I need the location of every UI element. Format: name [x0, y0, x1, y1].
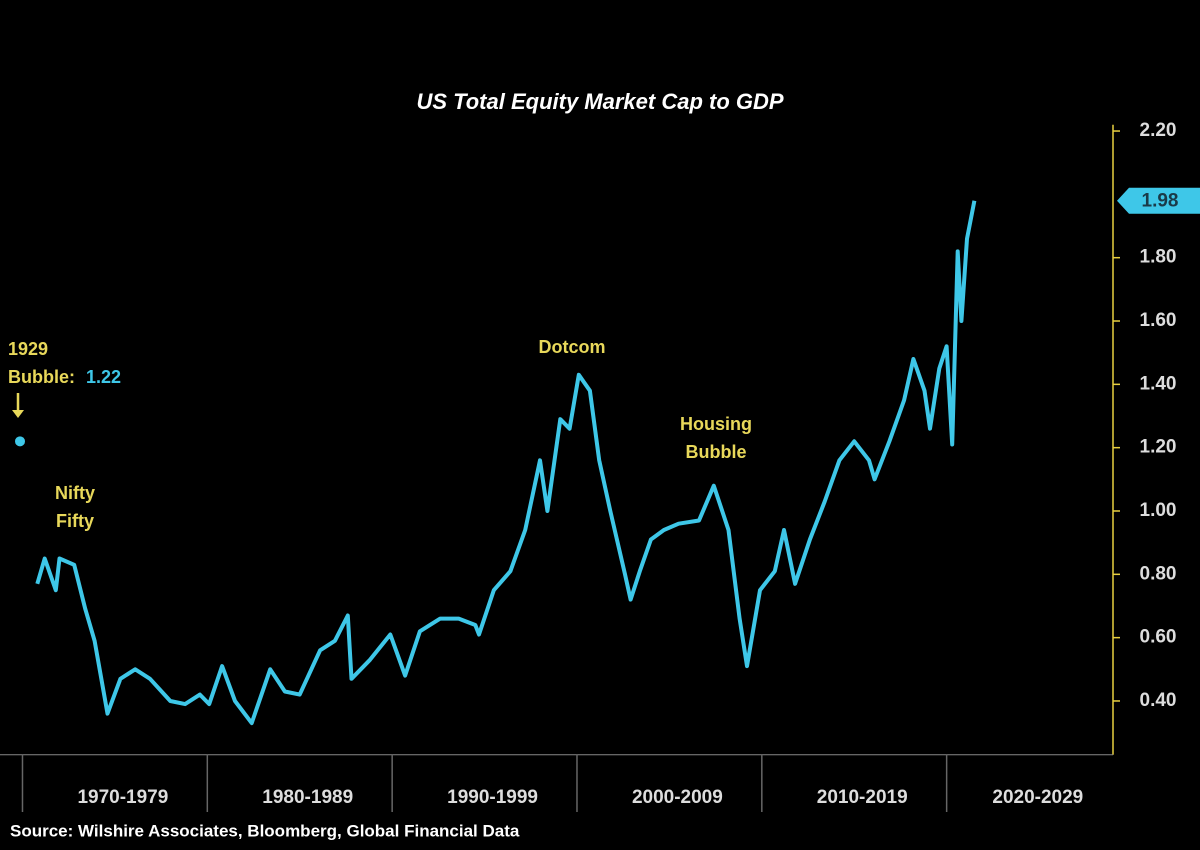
last-value-label: 1.98: [1142, 191, 1179, 212]
annotation-text: Bubble: [686, 442, 747, 462]
x-category-label: 1990-1999: [447, 787, 538, 808]
annotation-text: Dotcom: [539, 337, 606, 357]
annotation-text: Fifty: [56, 511, 94, 531]
y-tick-label: 0.80: [1140, 563, 1177, 584]
last-value-box: [1117, 187, 1200, 214]
annotation-text: Housing: [680, 414, 752, 434]
annotation-text: Nifty: [55, 483, 95, 503]
annotation-value: 1.22: [86, 367, 121, 387]
annotation-text: 1929: [8, 339, 48, 359]
data-line: [35, 200, 977, 726]
x-category-label: 1970-1979: [77, 787, 168, 808]
y-tick-label: 0.60: [1140, 627, 1177, 648]
annotation-point: [15, 436, 25, 447]
annotation-arrowhead: [12, 410, 24, 418]
y-tick-label: 1.20: [1140, 437, 1177, 458]
y-tick-label: 0.40: [1140, 690, 1177, 711]
y-tick-label: 1.40: [1140, 373, 1177, 394]
y-tick-label: 1.60: [1140, 310, 1177, 331]
y-tick-label: 1.00: [1140, 500, 1177, 521]
x-category-label: 2020-2029: [992, 787, 1083, 808]
annotation-text: Bubble:: [8, 367, 75, 387]
y-tick-label: 2.20: [1140, 120, 1177, 141]
chart-title: US Total Equity Market Cap to GDP: [416, 89, 783, 114]
x-category-label: 2000-2009: [632, 787, 723, 808]
source-note: Source: Wilshire Associates, Bloomberg, …: [10, 821, 520, 840]
x-category-label: 1980-1989: [262, 787, 353, 808]
x-category-label: 2010-2019: [817, 787, 908, 808]
y-tick-label: 1.80: [1140, 247, 1177, 268]
